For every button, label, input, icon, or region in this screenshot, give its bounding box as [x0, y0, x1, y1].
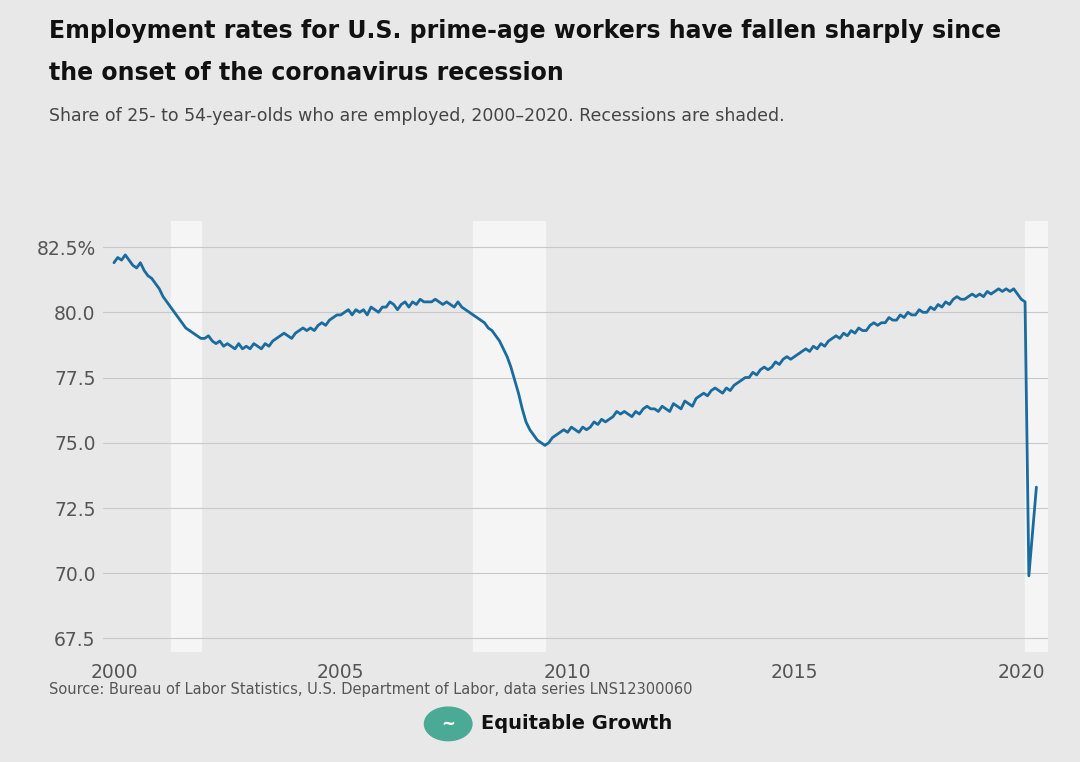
Text: Equitable Growth: Equitable Growth — [481, 715, 672, 733]
Bar — [1025, 221, 1048, 652]
Text: ~: ~ — [442, 715, 455, 733]
Text: Share of 25- to 54-year-olds who are employed, 2000–2020. Recessions are shaded.: Share of 25- to 54-year-olds who are emp… — [49, 107, 784, 125]
Text: Employment rates for U.S. prime-age workers have fallen sharply since: Employment rates for U.S. prime-age work… — [49, 19, 1001, 43]
Text: Source: Bureau of Labor Statistics, U.S. Department of Labor, data series LNS123: Source: Bureau of Labor Statistics, U.S.… — [49, 682, 692, 697]
Bar — [473, 221, 545, 652]
Text: the onset of the coronavirus recession: the onset of the coronavirus recession — [49, 61, 564, 85]
Bar — [171, 221, 201, 652]
